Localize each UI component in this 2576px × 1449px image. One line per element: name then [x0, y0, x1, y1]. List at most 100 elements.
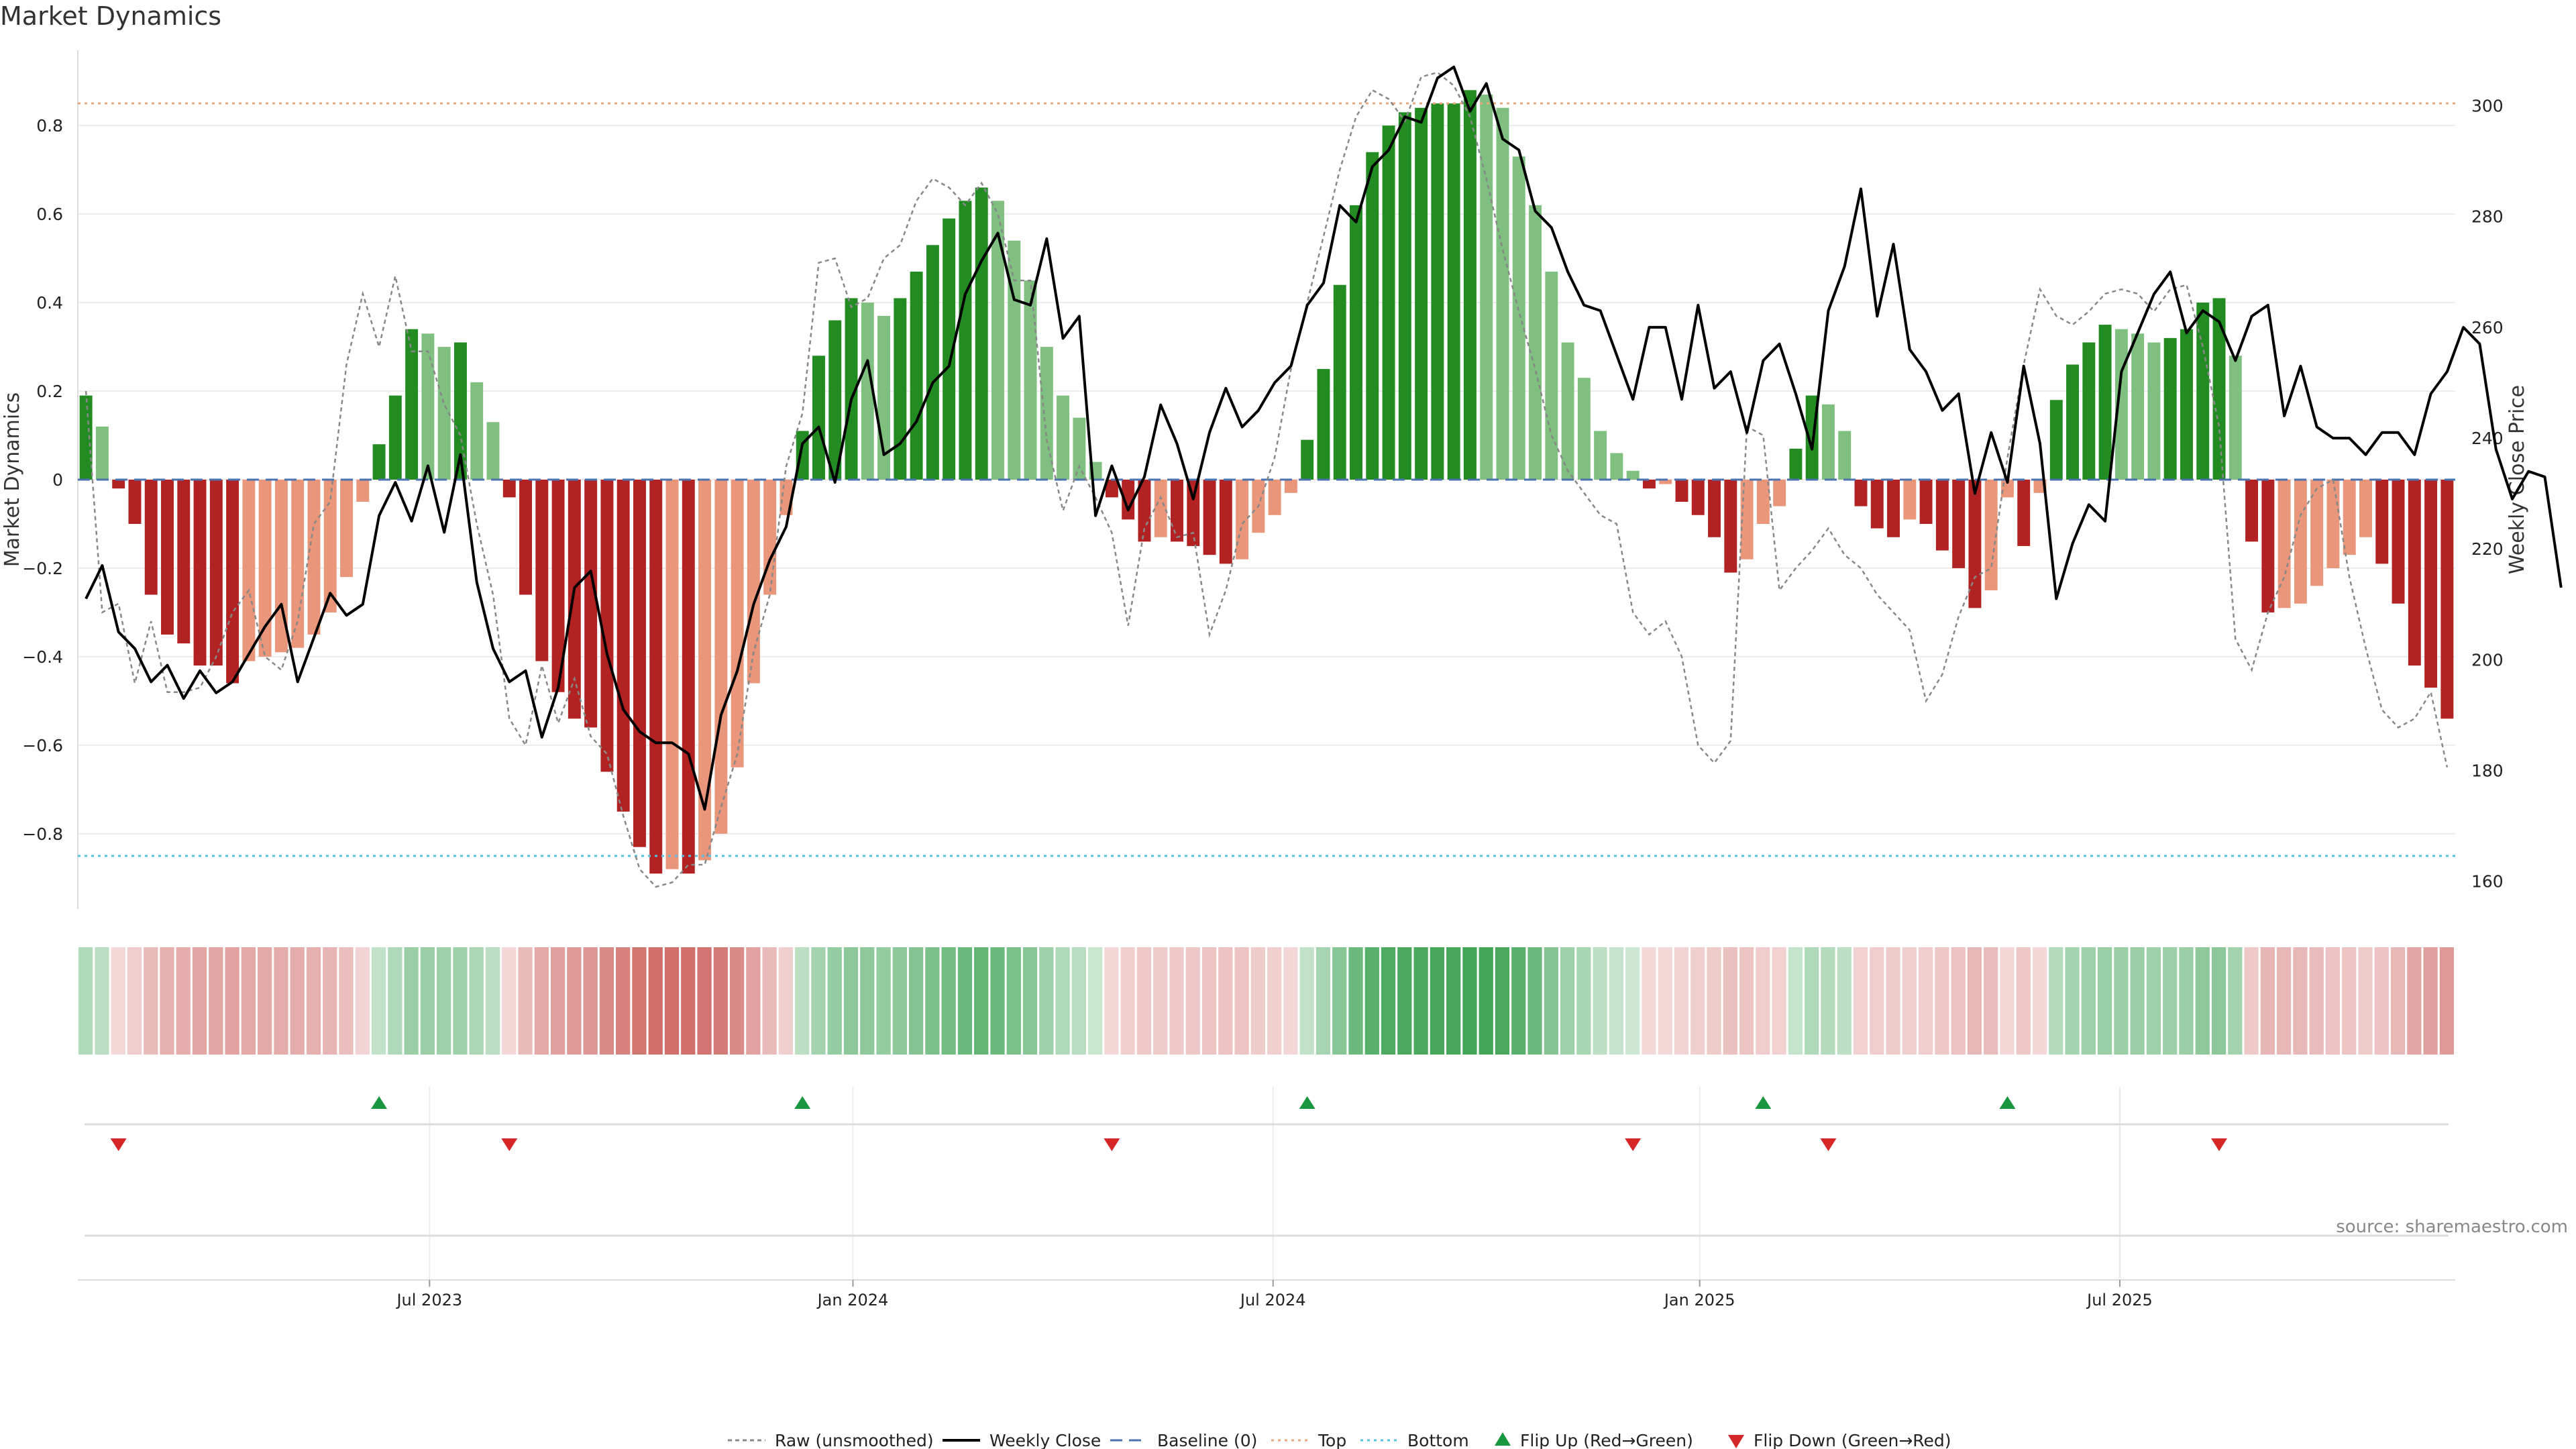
heat-cell	[2276, 947, 2292, 1055]
dynamics-bar	[1756, 480, 1770, 524]
dynamics-bar	[747, 480, 760, 684]
dynamics-bar	[1350, 205, 1362, 480]
heat-cell	[1902, 947, 1917, 1055]
dynamics-bar	[2408, 480, 2421, 666]
dynamics-bar	[258, 480, 272, 657]
legend-item-raw: Raw (unsmoothed)	[728, 1431, 934, 1449]
dynamics-bar	[2343, 480, 2356, 555]
heat-cell	[1658, 947, 1672, 1055]
dynamics-bar	[161, 480, 174, 635]
heat-cell	[729, 947, 745, 1055]
dynamics-bar	[763, 480, 777, 595]
dynamics-bar	[2424, 480, 2438, 688]
heat-cell	[388, 947, 402, 1055]
heat-cell	[371, 947, 386, 1055]
heat-cell	[225, 947, 239, 1055]
heat-cell	[144, 947, 158, 1055]
heat-cell	[1495, 947, 1510, 1055]
heat-cell	[78, 947, 93, 1055]
heat-cell	[1185, 947, 1200, 1055]
heat-cell	[453, 947, 468, 1055]
heat-cell	[2065, 947, 2080, 1055]
heat-cell	[550, 947, 566, 1055]
dynamics-bar	[1577, 378, 1591, 480]
dynamics-bar	[1545, 271, 1558, 480]
dynamics-bar	[910, 271, 923, 480]
heat-cell	[2081, 947, 2096, 1055]
legend-item-flip-down: Flip Down (Green→Red)	[1728, 1431, 1951, 1449]
dynamics-bar	[1415, 107, 1428, 480]
dynamics-bar	[731, 480, 744, 767]
heat-cell	[1918, 947, 1933, 1055]
dynamics-bar	[1626, 470, 1640, 480]
heat-cell	[1984, 947, 1998, 1055]
y2-tick-label: 200	[2471, 650, 2504, 669]
heat-cell	[518, 947, 533, 1055]
dynamics-bar	[2163, 337, 2177, 480]
dynamics-bar	[1952, 480, 1966, 568]
dynamics-bar	[2049, 400, 2063, 480]
heat-cell	[1560, 947, 1575, 1055]
dynamics-bar	[2147, 342, 2161, 480]
heat-cell	[957, 947, 973, 1055]
legend-item-close: Weekly Close	[943, 1431, 1101, 1449]
heat-cell	[1837, 947, 1851, 1055]
heat-cell	[2423, 947, 2438, 1055]
dynamics-bar	[991, 201, 1004, 480]
dynamics-bar	[600, 480, 614, 772]
heat-cell	[908, 947, 924, 1055]
heat-cell	[567, 947, 582, 1055]
dynamics-bar	[1740, 480, 1754, 559]
y2-axis-label: Weekly Close Price	[2506, 385, 2529, 574]
heat-cell	[2293, 947, 2308, 1055]
y-axis-label: Market Dynamics	[1, 392, 24, 568]
legend-label: Weekly Close	[989, 1431, 1101, 1449]
dynamics-bar	[1024, 280, 1037, 480]
heat-cell	[1707, 947, 1721, 1055]
heat-cell	[1087, 947, 1103, 1055]
dynamics-bar	[453, 342, 467, 480]
dynamics-bar	[1529, 205, 1542, 480]
heat-cell	[2211, 947, 2226, 1055]
x-tick-label: Jul 2025	[2086, 1291, 2153, 1309]
heat-cell	[1690, 947, 1705, 1055]
heat-cell	[1055, 947, 1070, 1055]
heat-cell	[941, 947, 956, 1055]
heat-cell	[990, 947, 1005, 1055]
heat-cell	[290, 947, 305, 1055]
dynamics-bar	[177, 480, 191, 644]
heat-cell	[2000, 947, 2015, 1055]
legend-item-baseline: Baseline (0)	[1110, 1431, 1257, 1449]
legend-swatch-down-icon	[1728, 1435, 1744, 1448]
heat-cell	[1544, 947, 1558, 1055]
y2-tick-label: 160	[2471, 872, 2504, 892]
heat-cell	[192, 947, 207, 1055]
y2-tick-label: 240	[2471, 429, 2504, 448]
heat-cell	[2342, 947, 2357, 1055]
dynamics-bar	[372, 444, 386, 480]
legend-label: Baseline (0)	[1157, 1431, 1257, 1449]
heat-cell	[2195, 947, 2210, 1055]
heat-cell	[1935, 947, 1949, 1055]
heat-cell	[1218, 947, 1233, 1055]
dynamics-bar	[1789, 448, 1803, 480]
dynamics-bar	[1773, 480, 1786, 506]
y2-tick-label: 280	[2471, 207, 2504, 227]
y2-tick-label: 220	[2471, 539, 2504, 559]
dynamics-bar	[242, 480, 256, 661]
legend-item-flip-up: Flip Up (Red→Green)	[1495, 1431, 1693, 1449]
dynamics-bar	[1691, 480, 1705, 515]
heat-cell	[355, 947, 370, 1055]
dynamics-bar	[2196, 303, 2210, 480]
dynamics-bar	[1398, 112, 1411, 480]
dynamics-bar	[502, 480, 516, 498]
dynamics-bar	[584, 480, 598, 728]
heat-cell	[1316, 947, 1331, 1055]
dynamics-bar	[1317, 369, 1330, 480]
heat-cell	[876, 947, 891, 1055]
dynamics-bar	[2294, 480, 2307, 604]
dynamics-bar	[1284, 480, 1297, 493]
legend-swatch-up-icon	[1495, 1432, 1511, 1446]
dynamics-bar	[861, 303, 874, 480]
heat-cell	[2309, 947, 2324, 1055]
